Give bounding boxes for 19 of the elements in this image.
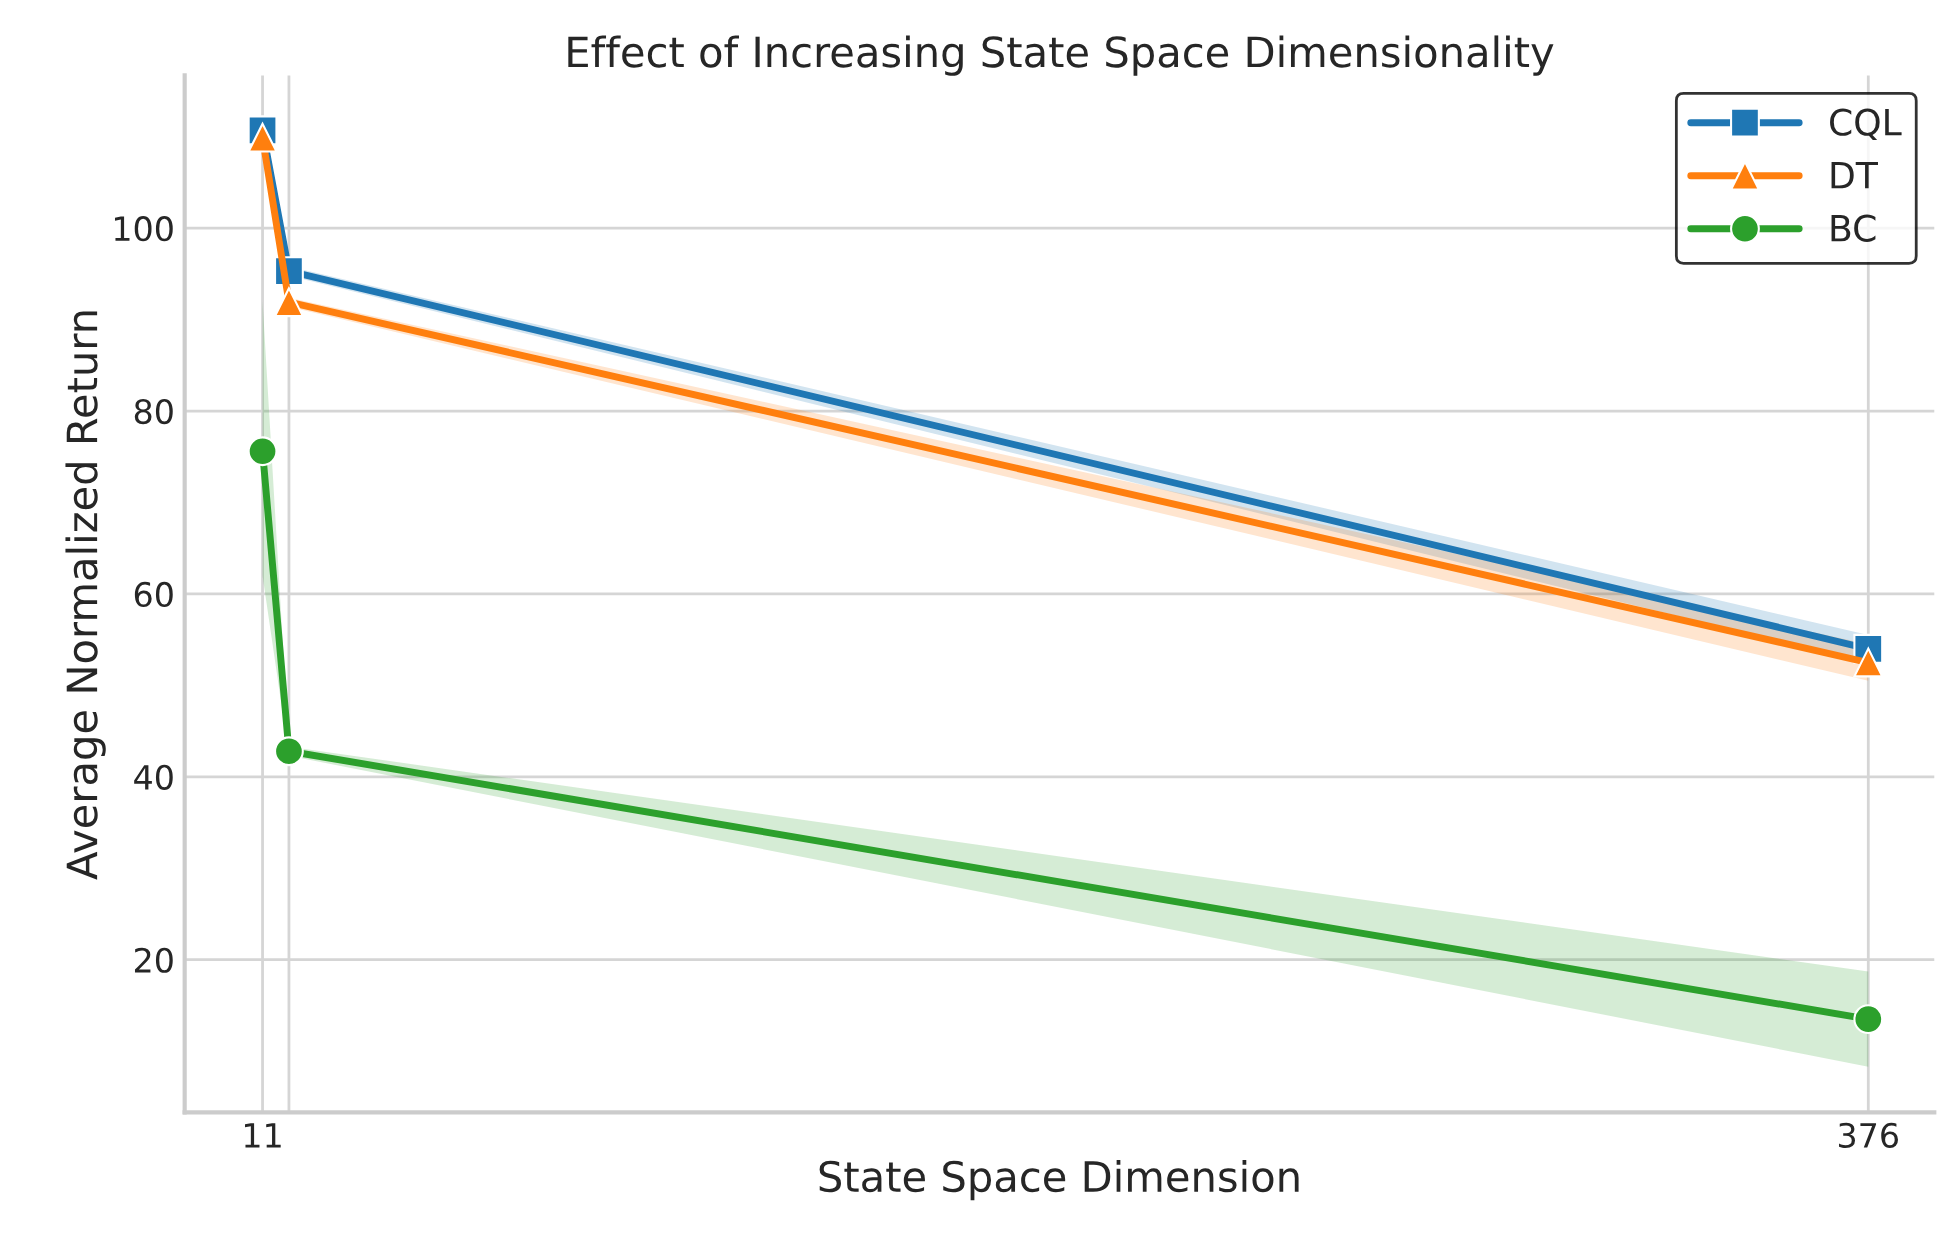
legend-label: CQL bbox=[1830, 108, 1902, 141]
point bbox=[1853, 1004, 1884, 1035]
y-axis-title: Average Normalized Return bbox=[65, 311, 106, 880]
point bbox=[247, 436, 278, 467]
x-tick-label: 376 bbox=[1839, 1122, 1898, 1148]
point bbox=[1853, 647, 1884, 678]
legend-label: DT bbox=[1831, 162, 1878, 189]
chart-title: Effect of Increasing State Space Dimensionality bbox=[568, 35, 1554, 76]
point bbox=[274, 287, 304, 318]
y-tick-label: 100 bbox=[114, 216, 173, 242]
x-axis-title: State Space Dimension bbox=[819, 1159, 1299, 1201]
y-tick-label: 20 bbox=[134, 947, 173, 973]
legend-label: BC bbox=[1831, 214, 1876, 242]
point bbox=[274, 736, 304, 767]
y-tick-label: 40 bbox=[134, 764, 173, 790]
y-tick-label: 60 bbox=[134, 581, 173, 608]
point bbox=[247, 122, 278, 153]
y-tick-label: 80 bbox=[134, 398, 173, 425]
x-tick-label: 11 bbox=[245, 1123, 281, 1148]
